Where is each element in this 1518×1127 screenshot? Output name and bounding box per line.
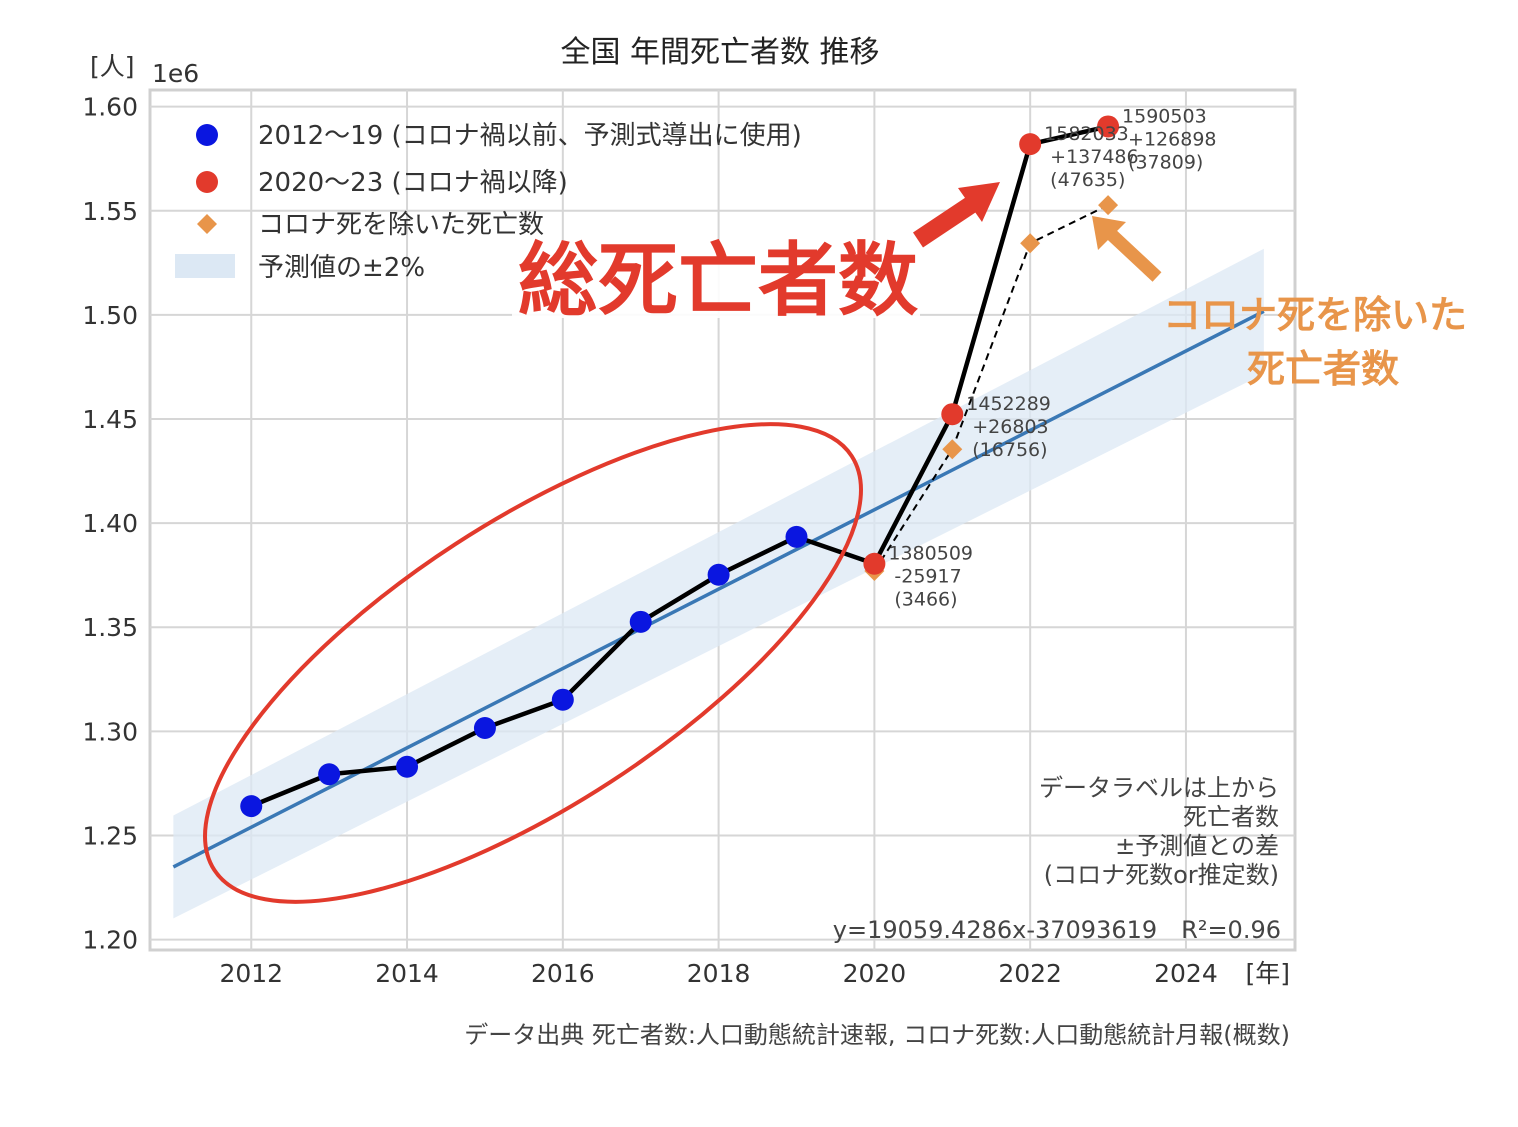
data-label: +137486: [1050, 146, 1138, 168]
data-label: 1590503: [1122, 105, 1207, 127]
y-tick-label: 1.50: [82, 301, 138, 330]
legend-label: 予測値の±2%: [258, 253, 425, 283]
legend-label: 2012〜19 (コロナ禍以前、予測式導出に使用): [258, 121, 802, 151]
data-label: (47635): [1050, 169, 1125, 191]
legend-marker: [197, 214, 217, 234]
point-post-covid: [941, 403, 964, 426]
data-label: 1452289: [966, 393, 1051, 415]
data-label: 1582033: [1044, 123, 1129, 145]
label-note: データラベルは上から: [1039, 774, 1279, 802]
regression-line: [172, 309, 1265, 869]
x-tick-label: 2020: [843, 959, 907, 988]
x-tick-label: 2022: [998, 959, 1062, 988]
y-tick-label: 1.35: [82, 613, 138, 642]
legend-label: 2020〜23 (コロナ禍以降): [258, 168, 568, 198]
point-pre-covid: [551, 688, 574, 711]
y-tick-label: 1.30: [82, 717, 138, 746]
point-post-covid: [863, 552, 886, 575]
data-label: +126898: [1128, 128, 1216, 150]
annotation-excluding-covid: 死亡者数: [1247, 347, 1399, 391]
point-pre-covid: [240, 795, 263, 818]
point-pre-covid: [785, 525, 808, 548]
x-axis-label: [年]: [1245, 959, 1290, 988]
legend-marker: [196, 124, 218, 146]
y-tick-label: 1.55: [82, 197, 138, 226]
annotation-arrow-head-red: [958, 182, 1000, 222]
annotation-excluding-covid: コロナ死を除いた: [1163, 293, 1467, 337]
x-tick-label: 2014: [375, 959, 439, 988]
excluding-covid-line: [873, 204, 1109, 572]
y-scale-label: 1e6: [152, 59, 199, 88]
point-pre-covid: [318, 763, 341, 786]
total-deaths-line: [250, 124, 1109, 809]
chart-title: 全国 年間死亡者数 推移: [560, 35, 879, 70]
label-note: (コロナ死数or推定数): [1044, 861, 1279, 889]
data-label: 1380509: [888, 543, 973, 565]
y-tick-label: 1.60: [82, 93, 138, 122]
annotation-arrow-head-orange: [1092, 216, 1126, 250]
data-label: +26803: [972, 416, 1048, 438]
annotation-bg: [512, 240, 920, 318]
point-post-covid: [1019, 133, 1042, 156]
data-label: (37809): [1128, 151, 1203, 173]
annotation-arrow-shaft-red: [913, 192, 983, 248]
y-tick-label: 1.45: [82, 405, 138, 434]
data-source: データ出典 死亡者数:人口動態統計速報, コロナ死数:人口動態統計月報(概数): [464, 1021, 1290, 1049]
point-post-covid: [1097, 115, 1120, 138]
point-excluding-covid: [1020, 233, 1041, 254]
data-label: (3466): [894, 589, 957, 611]
point-pre-covid: [396, 755, 419, 778]
y-tick-label: 1.20: [82, 926, 138, 955]
point-pre-covid: [707, 563, 730, 586]
annotation-arrow-shaft-orange: [1107, 230, 1162, 282]
legend-marker: [196, 171, 218, 193]
legend-marker: [175, 254, 235, 278]
data-label: (16756): [972, 439, 1047, 461]
x-tick-label: 2018: [687, 959, 751, 988]
x-tick-label: 2024: [1154, 959, 1218, 988]
y-tick-label: 1.25: [82, 821, 138, 850]
point-excluding-covid: [942, 439, 963, 460]
annotation-total-deaths: 総死亡者数: [518, 234, 918, 327]
y-axis-label: [人]: [90, 52, 135, 81]
legend-label: コロナ死を除いた死亡数: [258, 210, 544, 240]
point-excluding-covid: [1098, 195, 1119, 216]
regression-equation: y=19059.4286x-37093619 R²=0.96: [833, 916, 1281, 944]
data-label: -25917: [894, 566, 961, 588]
x-tick-label: 2012: [219, 959, 283, 988]
label-note: ±予測値との差: [1115, 832, 1279, 860]
x-tick-label: 2016: [531, 959, 595, 988]
highlight-ellipse: [203, 422, 863, 904]
point-pre-covid: [629, 610, 652, 633]
point-pre-covid: [473, 717, 496, 740]
label-note: 死亡者数: [1183, 803, 1279, 831]
y-tick-label: 1.40: [82, 509, 138, 538]
